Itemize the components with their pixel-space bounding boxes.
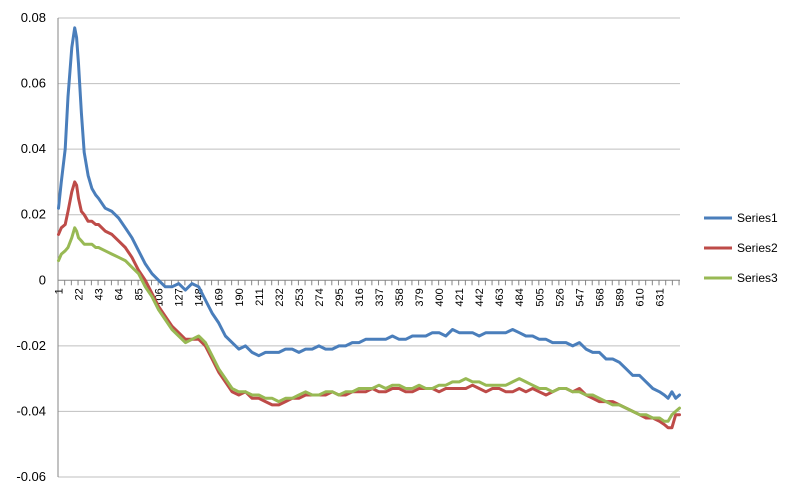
x-tick-label: 190 (234, 288, 246, 306)
x-tick-label: 484 (514, 288, 526, 306)
x-axis-tick-labels: 1 22 43 64 85 106 127 148 169 190 211 232 253 274 295 3… (53, 288, 666, 306)
x-tick-label: 169 (214, 288, 226, 306)
legend-label: Series3 (737, 271, 778, 285)
x-tick-label: 43 (94, 288, 106, 300)
x-tick-label: 232 (274, 288, 286, 306)
legend-label: Series2 (737, 241, 778, 255)
x-tick-label: 610 (634, 288, 646, 306)
x-tick-label: 400 (434, 288, 446, 306)
y-tick-label: 0.02 (21, 207, 46, 222)
legend-item-3: Series3 (704, 271, 778, 285)
y-tick-label: 0 (39, 272, 46, 287)
x-tick-label: 316 (354, 288, 366, 306)
series-line-3 (57, 226, 681, 423)
y-axis-tick-labels: 0.08 0.06 0.04 0.02 0 -0.02 -0.04 -0.06 (16, 10, 46, 484)
x-tick-label: 631 (654, 288, 666, 306)
legend-item-2: Series2 (704, 241, 778, 255)
x-tick-label: 568 (594, 288, 606, 306)
legend: Series1 Series2 Series3 (704, 211, 778, 285)
legend-label: Series1 (737, 211, 778, 225)
x-tick-label: 274 (314, 288, 326, 306)
x-tick-label: 442 (474, 288, 486, 306)
x-tick-label: 127 (174, 288, 186, 306)
legend-item-1: Series1 (704, 211, 778, 225)
y-tick-label: -0.06 (16, 469, 46, 484)
x-tick-label: 337 (374, 288, 386, 306)
series-line-1 (57, 26, 681, 400)
y-tick-label: 0.04 (21, 141, 46, 156)
x-tick-label: 589 (614, 288, 626, 306)
x-tick-label: 421 (454, 288, 466, 306)
x-tick-label: 253 (294, 288, 306, 306)
x-tick-label: 547 (574, 288, 586, 306)
x-tick-label: 505 (534, 288, 546, 306)
x-tick-label: 64 (114, 288, 126, 300)
axes (57, 18, 680, 477)
x-tick-label: 379 (414, 288, 426, 306)
x-tick-label: 463 (494, 288, 506, 306)
series-lines (57, 26, 681, 430)
y-tick-label: 0.08 (21, 10, 46, 25)
x-tick-label: 1 (53, 288, 65, 294)
y-tick-label: -0.04 (16, 403, 46, 418)
y-tick-label: -0.02 (16, 338, 46, 353)
x-tick-label: 85 (134, 288, 146, 300)
x-tick-label: 22 (74, 288, 86, 300)
x-tick-label: 358 (394, 288, 406, 306)
gridlines (58, 17, 680, 478)
x-tick-label: 295 (334, 288, 346, 306)
x-tick-label: 211 (254, 288, 266, 306)
y-tick-label: 0.06 (21, 76, 46, 91)
x-tick-label: 526 (554, 288, 566, 306)
